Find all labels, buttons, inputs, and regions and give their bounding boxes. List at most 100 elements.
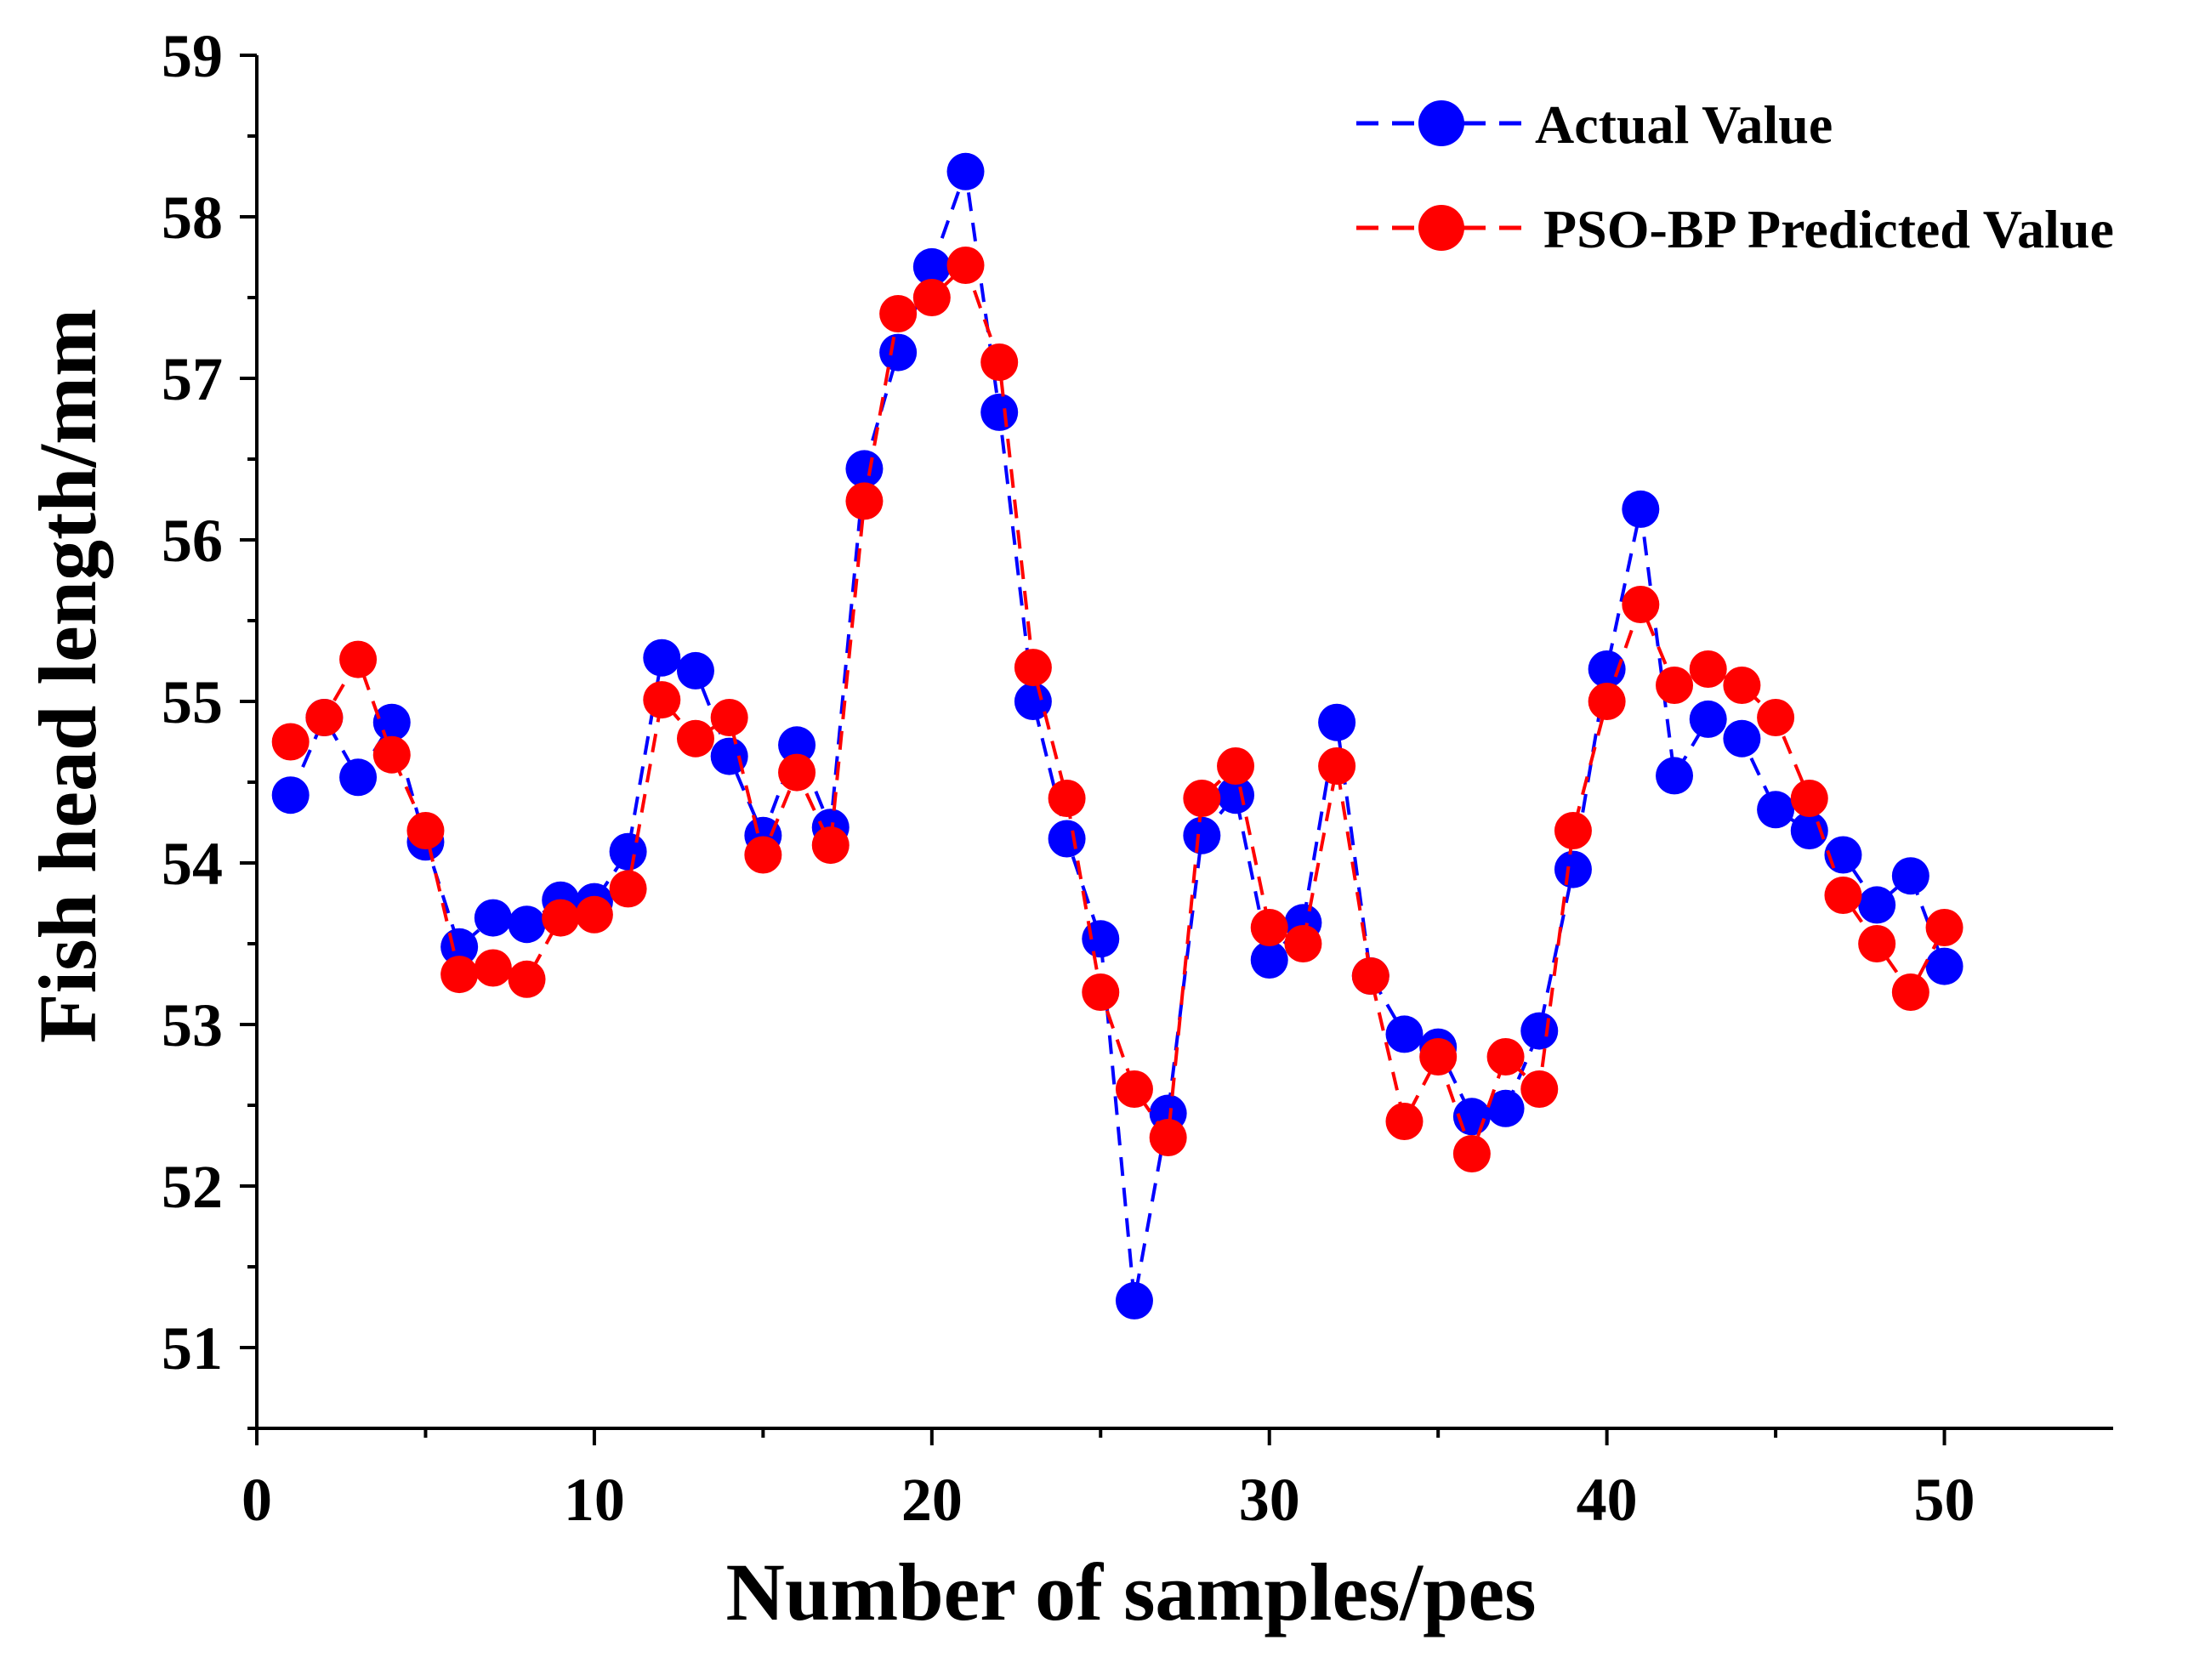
data-point-predicted bbox=[1554, 812, 1592, 849]
data-point-actual bbox=[1014, 683, 1052, 720]
data-point-predicted bbox=[1689, 650, 1727, 688]
data-point-actual bbox=[508, 905, 546, 944]
legend-label-actual: Actual Value bbox=[1535, 94, 1833, 155]
data-point-predicted bbox=[575, 895, 613, 934]
data-point-predicted bbox=[1790, 780, 1828, 817]
legend-label-predicted: PSO-BP Predicted Value bbox=[1543, 199, 2114, 259]
data-point-predicted bbox=[1656, 667, 1694, 704]
data-point-actual bbox=[1656, 757, 1694, 795]
data-point-actual bbox=[845, 450, 884, 488]
y-tick-label: 52 bbox=[162, 1153, 223, 1221]
data-point-predicted bbox=[440, 956, 479, 994]
data-point-predicted bbox=[912, 279, 951, 316]
data-point-actual bbox=[271, 776, 310, 814]
data-point-actual bbox=[1183, 816, 1221, 854]
data-point-predicted bbox=[1419, 1038, 1458, 1076]
data-point-predicted bbox=[271, 723, 310, 761]
data-point-predicted bbox=[508, 960, 546, 998]
data-point-predicted bbox=[305, 699, 344, 736]
data-point-actual bbox=[1554, 850, 1592, 888]
data-point-actual bbox=[1891, 857, 1929, 895]
data-point-actual bbox=[1115, 1281, 1153, 1320]
data-point-predicted bbox=[1520, 1070, 1559, 1108]
legend-item-actual: Actual Value bbox=[1356, 94, 1833, 155]
data-point-predicted bbox=[1824, 877, 1862, 914]
data-point-actual bbox=[1520, 1012, 1559, 1050]
y-tick-label: 54 bbox=[162, 830, 223, 898]
series-predicted bbox=[271, 247, 1963, 1172]
data-point-predicted bbox=[1014, 649, 1052, 687]
data-point-predicted bbox=[542, 899, 580, 937]
data-point-predicted bbox=[1183, 780, 1221, 817]
data-point-actual bbox=[676, 651, 714, 690]
data-point-actual bbox=[1250, 941, 1288, 979]
data-point-predicted bbox=[1149, 1119, 1187, 1156]
data-point-actual bbox=[1318, 703, 1356, 741]
data-point-actual bbox=[643, 639, 681, 677]
data-point-predicted bbox=[1217, 747, 1255, 785]
data-point-actual bbox=[1858, 886, 1896, 924]
data-point-predicted bbox=[1925, 909, 1963, 946]
data-point-predicted bbox=[744, 836, 782, 874]
data-point-actual bbox=[710, 737, 748, 775]
data-point-actual bbox=[1048, 820, 1086, 858]
series-line-actual bbox=[288, 171, 1946, 1302]
y-tick-label: 51 bbox=[162, 1314, 223, 1382]
data-point-actual bbox=[339, 758, 378, 797]
data-point-predicted bbox=[676, 719, 714, 758]
data-point-predicted bbox=[879, 295, 918, 332]
data-point-predicted bbox=[474, 949, 512, 987]
x-tick-label: 30 bbox=[1239, 1466, 1300, 1534]
data-point-actual bbox=[1689, 700, 1727, 738]
data-point-actual bbox=[1925, 947, 1963, 985]
axes: 0 10 20 30 40 50 51 52 53 54 55 56 57 58 59 bbox=[162, 22, 2113, 1534]
y-tick-label: 59 bbox=[162, 22, 223, 90]
data-point-predicted bbox=[946, 247, 985, 284]
x-tick-label: 10 bbox=[564, 1466, 625, 1534]
data-point-predicted bbox=[339, 640, 378, 678]
x-tick-label: 50 bbox=[1914, 1466, 1975, 1534]
data-point-actual bbox=[1723, 719, 1761, 758]
legend-marker-predicted bbox=[1418, 205, 1464, 251]
data-point-predicted bbox=[1452, 1135, 1491, 1172]
x-tick-label: 40 bbox=[1577, 1466, 1638, 1534]
data-point-predicted bbox=[1858, 925, 1896, 962]
data-point-actual bbox=[1757, 791, 1795, 829]
series-actual bbox=[271, 152, 1963, 1320]
data-point-actual bbox=[1385, 1015, 1424, 1053]
y-tick-label: 57 bbox=[162, 345, 223, 413]
data-point-predicted bbox=[372, 735, 411, 774]
data-point-predicted bbox=[1757, 699, 1795, 736]
data-point-predicted bbox=[1115, 1070, 1153, 1108]
data-point-predicted bbox=[1486, 1038, 1525, 1076]
data-point-predicted bbox=[1048, 780, 1086, 817]
data-point-predicted bbox=[643, 681, 681, 719]
data-point-actual bbox=[1790, 812, 1828, 849]
data-point-actual bbox=[879, 333, 918, 372]
data-point-predicted bbox=[1622, 586, 1660, 623]
data-point-actual bbox=[980, 393, 1019, 431]
data-point-predicted bbox=[811, 826, 850, 865]
data-point-actual bbox=[609, 832, 647, 871]
data-point-actual bbox=[778, 726, 816, 764]
data-point-predicted bbox=[980, 343, 1019, 381]
x-axis-title: Number of samples/pes bbox=[726, 1547, 1537, 1637]
data-point-actual bbox=[1588, 650, 1626, 688]
y-tick-label: 56 bbox=[162, 507, 223, 575]
data-point-predicted bbox=[778, 753, 816, 792]
data-point-actual bbox=[912, 247, 951, 286]
data-point-predicted bbox=[1284, 925, 1322, 962]
y-axis-title: Fish head length/mm bbox=[22, 309, 113, 1043]
legend-marker-actual bbox=[1418, 100, 1464, 146]
data-point-actual bbox=[1622, 490, 1660, 528]
legend: Actual Value PSO-BP Predicted Value bbox=[1356, 94, 2114, 259]
x-tick-label: 0 bbox=[242, 1466, 272, 1534]
data-point-predicted bbox=[710, 699, 748, 736]
y-tick-label: 53 bbox=[162, 991, 223, 1059]
data-point-predicted bbox=[1723, 667, 1761, 704]
data-point-predicted bbox=[1588, 683, 1626, 720]
data-point-predicted bbox=[1891, 973, 1929, 1011]
data-point-actual bbox=[372, 703, 411, 741]
data-point-predicted bbox=[1351, 957, 1389, 995]
